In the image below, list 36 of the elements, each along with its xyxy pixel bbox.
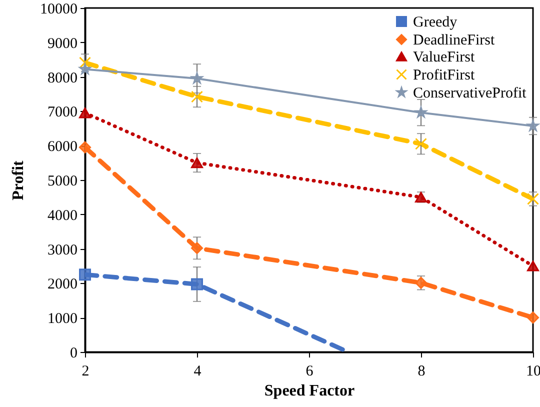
y-tick-label: 7000 (48, 104, 78, 121)
legend-label: DeadlineFirst (413, 32, 496, 48)
point (79, 268, 91, 281)
point (191, 158, 203, 168)
x-tick-label: 4 (194, 364, 202, 380)
point (415, 138, 427, 150)
legend-label: ValueFirst (413, 50, 476, 66)
point (79, 108, 91, 118)
legend-label: ProfitFirst (413, 68, 476, 84)
point (191, 72, 203, 84)
point (527, 260, 539, 272)
x-axis-title: Speed Factor (264, 382, 355, 400)
x-tick-label: 6 (306, 364, 314, 380)
y-tick-label: 10000 (40, 2, 78, 18)
y-tick-label: 0 (70, 346, 78, 362)
y-tick-label: 6000 (48, 139, 78, 156)
y-axis-title: Profit (10, 160, 27, 200)
x-tick-label: 2 (82, 364, 90, 380)
point (79, 63, 91, 74)
y-tick-label: 5000 (48, 174, 78, 190)
point (415, 106, 427, 118)
point (527, 312, 539, 324)
y-tick-label: 3000 (48, 242, 78, 258)
y-tick-label: 9000 (48, 36, 78, 52)
point (191, 242, 203, 254)
y-tick-label: 1000 (48, 311, 78, 328)
point (191, 90, 203, 103)
legend-label: Greedy (413, 14, 458, 30)
y-tick-label: 4000 (48, 208, 78, 224)
x-tick-label: 8 (418, 364, 426, 380)
legend-label: ConservativeProfit (413, 86, 528, 102)
point (527, 120, 539, 131)
point (191, 278, 203, 290)
y-tick-label: 2000 (48, 276, 78, 293)
y-tick-label: 8000 (48, 70, 78, 86)
point (79, 141, 91, 154)
